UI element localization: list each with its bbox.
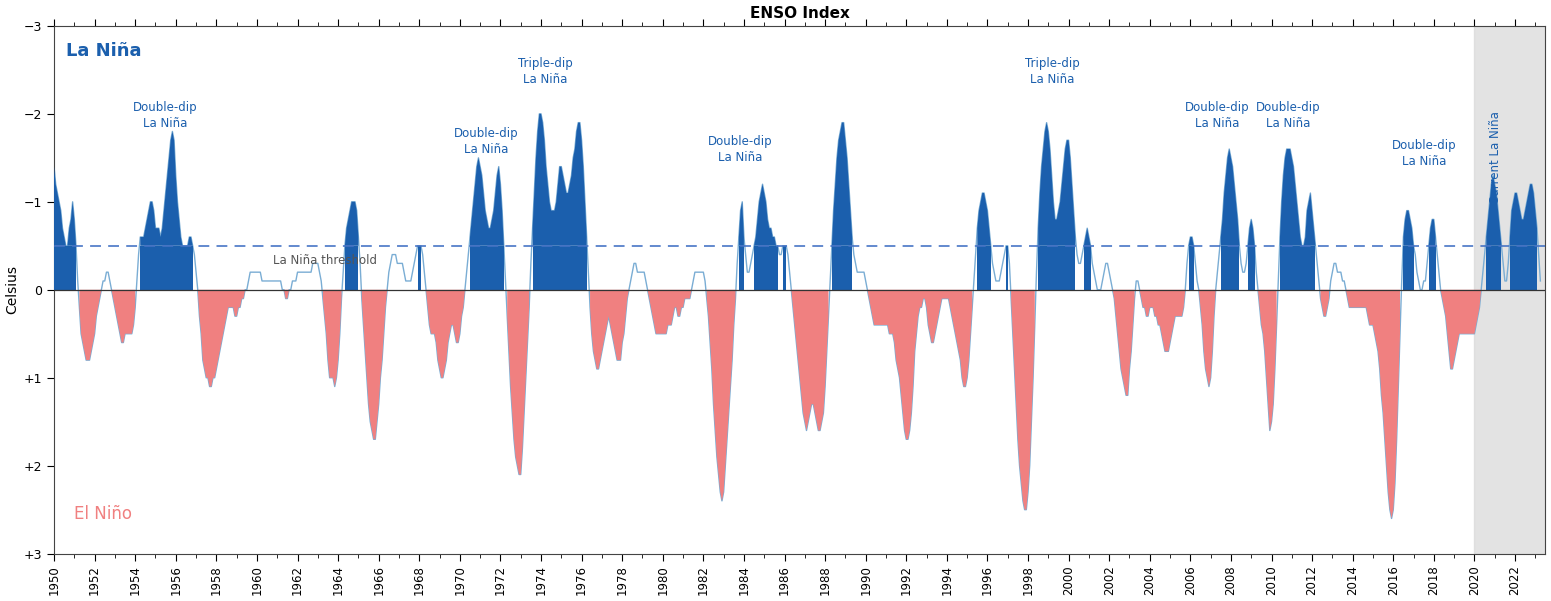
Text: El Niño: El Niño: [74, 505, 132, 523]
Text: Double-dip
La Niña: Double-dip La Niña: [454, 127, 518, 156]
Text: Double-dip
La Niña: Double-dip La Niña: [1391, 139, 1456, 168]
Text: Current La Niña: Current La Niña: [1489, 111, 1503, 204]
Text: Double-dip
La Niña: Double-dip La Niña: [1185, 101, 1249, 130]
Text: Triple-dip
La Niña: Triple-dip La Niña: [1025, 57, 1079, 86]
Bar: [1475, 26, 1545, 554]
Text: La Niña: La Niña: [67, 41, 141, 59]
Text: Double-dip
La Niña: Double-dip La Niña: [133, 101, 199, 130]
Text: Double-dip
La Niña: Double-dip La Niña: [707, 135, 772, 163]
Y-axis label: Celsius: Celsius: [6, 265, 20, 314]
Text: Triple-dip
La Niña: Triple-dip La Niña: [518, 57, 572, 86]
Text: La Niña threshold: La Niña threshold: [273, 254, 377, 267]
Text: Double-dip
La Niña: Double-dip La Niña: [1255, 101, 1320, 130]
Title: ENSO Index: ENSO Index: [749, 5, 850, 20]
